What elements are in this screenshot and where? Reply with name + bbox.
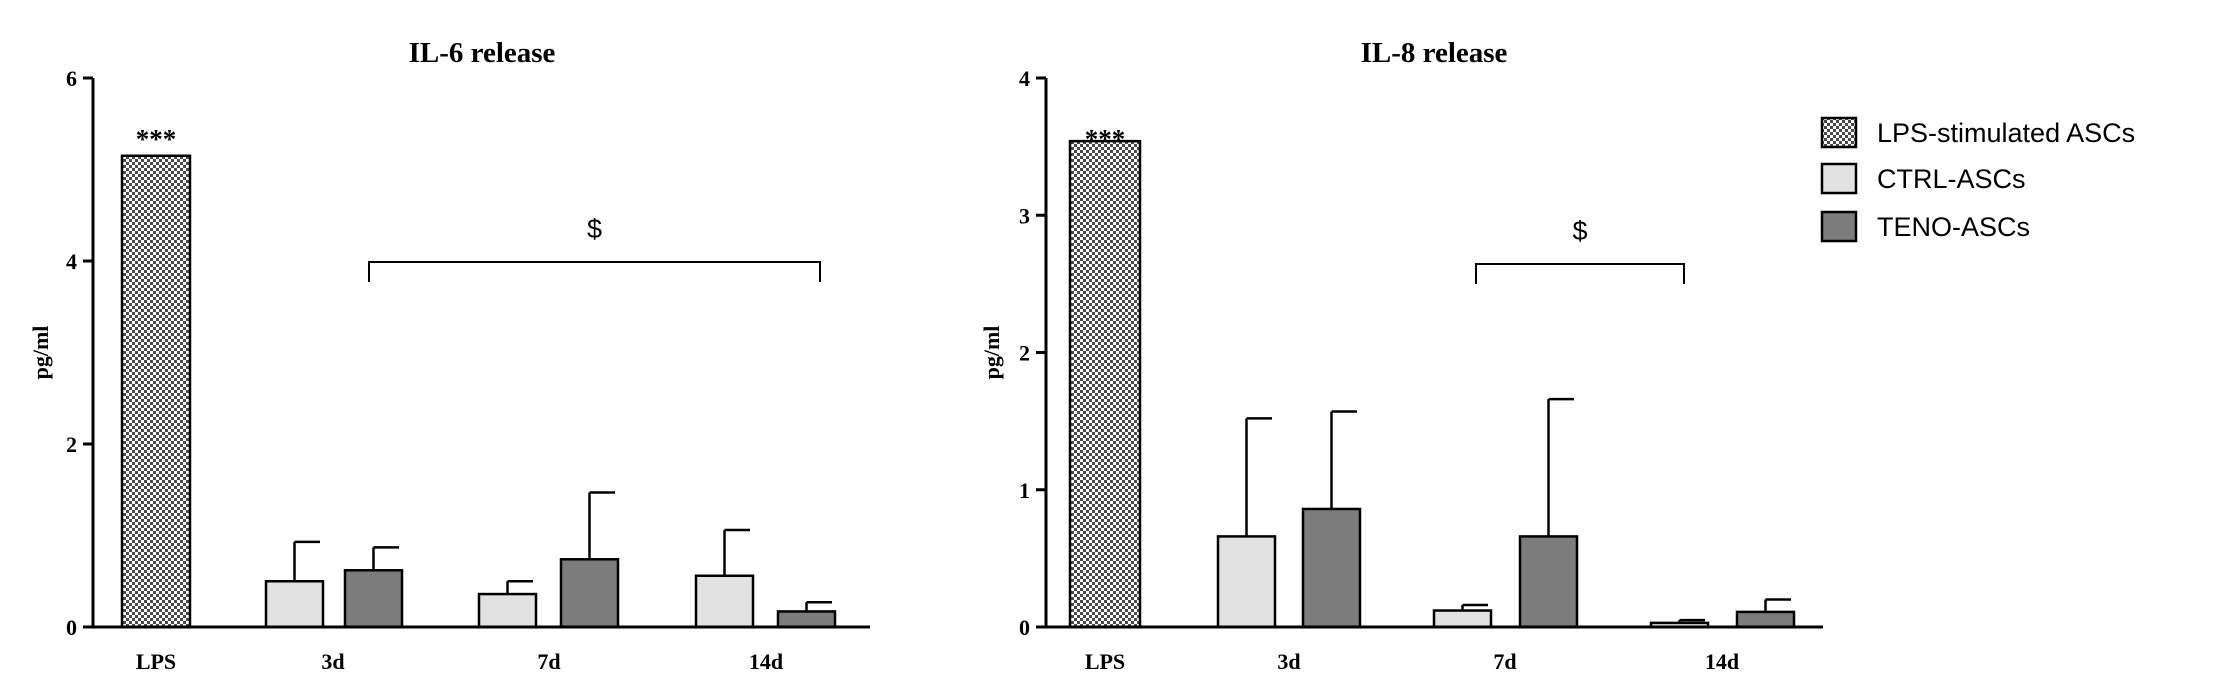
x-tick-label: 14d xyxy=(749,649,783,674)
x-tick-label: 7d xyxy=(537,649,560,674)
y-tick-label: 4 xyxy=(1019,66,1030,91)
chart-il8: IL-8 release pg/ml 0 1 2 3 4 LPS 3d 7d 14d *** $ xyxy=(979,37,1823,674)
y-tick-label: 2 xyxy=(66,432,77,457)
y-tick-label: 4 xyxy=(66,249,77,274)
axes xyxy=(91,78,870,629)
error-bar-ctrl-3d xyxy=(1245,417,1272,537)
y-tick-label: 6 xyxy=(66,66,77,91)
bar-lps-lps xyxy=(120,154,192,629)
bars xyxy=(120,154,837,629)
bar-ctrl-7d xyxy=(1432,609,1493,629)
chart-title: IL-8 release xyxy=(1361,37,1508,69)
significance-bracket xyxy=(368,261,821,282)
error-bar-teno-14d xyxy=(805,601,832,612)
chart-il6: IL-6 release pg/ml 0 2 4 6 LPS 3d 7d 14d *** $ xyxy=(28,37,870,674)
error-bar-ctrl-14d xyxy=(1678,618,1705,623)
error-bar-teno-7d xyxy=(588,491,615,560)
bar-teno-7d xyxy=(1518,535,1579,629)
significance-label: $ xyxy=(1572,216,1587,246)
y-tick-label: 0 xyxy=(66,615,77,640)
error-bars xyxy=(293,491,832,612)
significance-stars: *** xyxy=(136,124,177,154)
legend-label-lps: LPS-stimulated ASCs xyxy=(1877,118,2135,148)
annotations: *** $ xyxy=(136,124,821,282)
error-bar-ctrl-3d xyxy=(293,540,320,582)
legend-label-ctrl: CTRL-ASCs xyxy=(1877,164,2026,194)
legend-swatch-teno xyxy=(1820,210,1858,243)
y-tick-label: 3 xyxy=(1019,203,1030,228)
error-bars xyxy=(1245,397,1791,623)
significance-bracket xyxy=(1475,263,1685,284)
significance-stars: *** xyxy=(1085,124,1126,154)
x-tick-label: 14d xyxy=(1705,649,1739,674)
x-tick-label: LPS xyxy=(136,649,176,674)
y-tick-label: 2 xyxy=(1019,341,1030,366)
x-tick-labels: LPS 3d 7d 14d xyxy=(1085,649,1739,674)
y-axis-label: pg/ml xyxy=(28,326,53,380)
error-bar-ctrl-14d xyxy=(723,528,750,576)
bar-teno-3d xyxy=(1301,507,1362,629)
bar-teno-3d xyxy=(343,569,404,629)
legend-label-teno: TENO-ASCs xyxy=(1877,212,2030,242)
legend: LPS-stimulated ASCs CTRL-ASCs TENO-ASCs xyxy=(1820,116,2135,243)
bar-teno-7d xyxy=(559,558,620,629)
bar-teno-14d xyxy=(776,610,837,629)
x-tick-label: 3d xyxy=(321,649,344,674)
y-tick-label: 0 xyxy=(1019,615,1030,640)
error-bar-teno-3d xyxy=(372,546,399,571)
bar-ctrl-14d xyxy=(694,574,755,629)
x-tick-label: LPS xyxy=(1085,649,1125,674)
bars xyxy=(1068,139,1796,629)
x-tick-labels: LPS 3d 7d 14d xyxy=(136,649,783,674)
x-tick-label: 7d xyxy=(1493,649,1516,674)
y-ticks: 0 2 4 6 xyxy=(66,66,93,640)
y-ticks: 0 1 2 3 4 xyxy=(1019,66,1046,640)
axes xyxy=(1044,78,1823,629)
bar-ctrl-3d xyxy=(264,580,325,629)
x-tick-label: 3d xyxy=(1277,649,1300,674)
legend-swatch-ctrl xyxy=(1820,162,1858,195)
y-axis-label: pg/ml xyxy=(979,326,1004,380)
chart-title: IL-6 release xyxy=(409,37,556,69)
error-bar-teno-7d xyxy=(1547,397,1574,537)
bar-teno-14d xyxy=(1735,610,1796,629)
annotations: *** $ xyxy=(1085,124,1685,284)
error-bar-teno-3d xyxy=(1330,410,1357,509)
bar-lps-lps xyxy=(1068,139,1142,629)
y-tick-label: 1 xyxy=(1019,478,1030,503)
legend-swatch-lps xyxy=(1820,116,1858,149)
error-bar-ctrl-7d xyxy=(1461,603,1488,611)
bar-ctrl-7d xyxy=(477,592,538,629)
error-bar-ctrl-7d xyxy=(506,580,533,595)
significance-label: $ xyxy=(587,214,602,244)
error-bar-teno-14d xyxy=(1764,598,1791,612)
bar-ctrl-3d xyxy=(1216,535,1277,629)
